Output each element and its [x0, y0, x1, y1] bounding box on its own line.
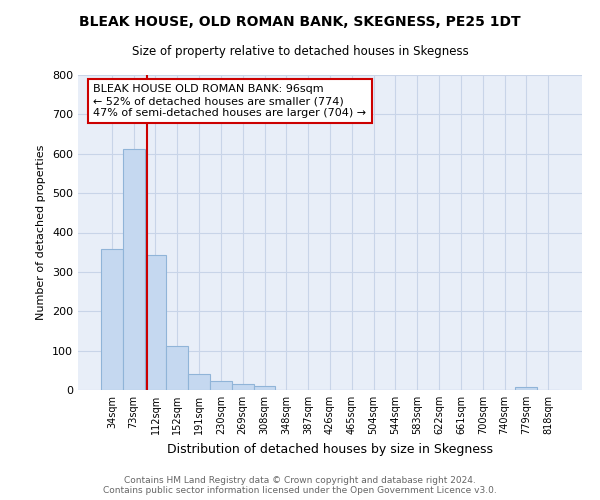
Text: BLEAK HOUSE OLD ROMAN BANK: 96sqm
← 52% of detached houses are smaller (774)
47%: BLEAK HOUSE OLD ROMAN BANK: 96sqm ← 52% …	[93, 84, 366, 117]
Text: Contains HM Land Registry data © Crown copyright and database right 2024.
Contai: Contains HM Land Registry data © Crown c…	[103, 476, 497, 495]
Bar	[515, 387, 537, 390]
Bar	[123, 149, 145, 390]
Bar	[254, 386, 275, 390]
Y-axis label: Number of detached properties: Number of detached properties	[37, 145, 46, 320]
Bar	[210, 382, 232, 390]
X-axis label: Distribution of detached houses by size in Skegness: Distribution of detached houses by size …	[167, 442, 493, 456]
Text: Size of property relative to detached houses in Skegness: Size of property relative to detached ho…	[131, 45, 469, 58]
Bar	[145, 256, 166, 390]
Text: BLEAK HOUSE, OLD ROMAN BANK, SKEGNESS, PE25 1DT: BLEAK HOUSE, OLD ROMAN BANK, SKEGNESS, P…	[79, 15, 521, 29]
Bar	[188, 374, 210, 390]
Bar	[166, 346, 188, 390]
Bar	[232, 384, 254, 390]
Bar	[101, 249, 123, 390]
